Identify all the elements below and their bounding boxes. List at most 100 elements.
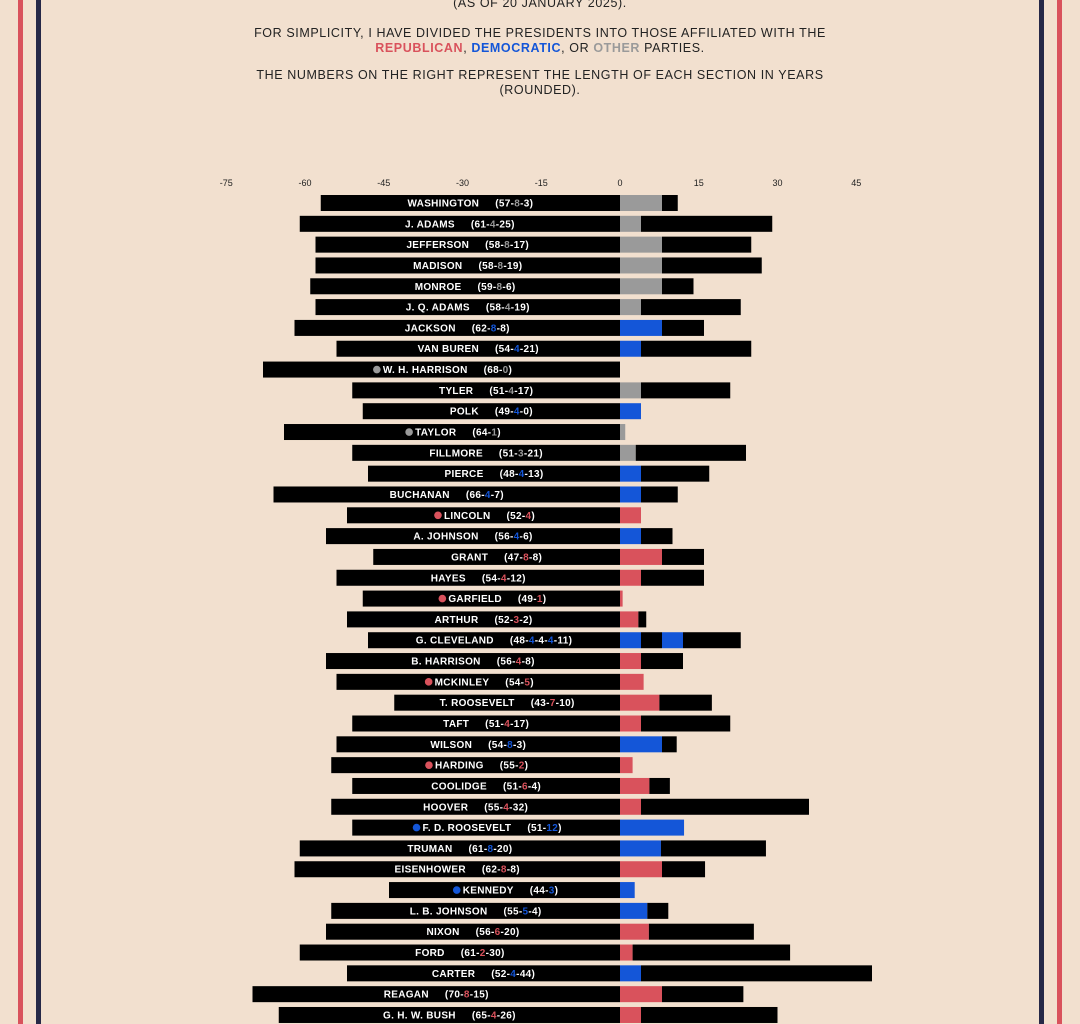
number-value: 6 xyxy=(495,927,501,938)
president-row: WASHINGTON (57-8-3) xyxy=(320,195,678,211)
number-value: 4 xyxy=(519,469,525,480)
numbers-dash: - xyxy=(509,802,513,813)
numbers-dash: - xyxy=(501,240,505,251)
number-value: 59 xyxy=(481,282,493,293)
number-value: 4 xyxy=(532,781,538,792)
numbers-open: ( xyxy=(497,657,501,668)
number-value: 3 xyxy=(517,740,523,751)
term-bar-other xyxy=(620,257,662,274)
numbers-dash: - xyxy=(516,969,520,980)
numbers-open: ( xyxy=(510,636,514,647)
president-name: G. H. W. BUSH xyxy=(383,1010,456,1021)
number-value: 4 xyxy=(538,636,544,647)
number-value: 8 xyxy=(523,552,529,563)
life-before-bar xyxy=(326,653,620,670)
numbers-close: ) xyxy=(539,448,543,459)
numbers-dash: - xyxy=(512,657,516,668)
president-label: KENNEDY (44-3) xyxy=(463,886,559,897)
numbers-open: ( xyxy=(491,969,495,980)
president-row: COOLIDGE (51-6-4) xyxy=(352,777,670,794)
life-after-bar xyxy=(662,548,704,565)
number-value: 56 xyxy=(500,657,512,668)
president-label: A. JOHNSON (56-4-6) xyxy=(413,532,532,543)
term-bar-other xyxy=(620,278,662,295)
number-value: 51 xyxy=(531,823,543,834)
life-before-bar xyxy=(336,736,620,753)
numbers-open: ( xyxy=(485,719,489,730)
number-value: 47 xyxy=(508,552,520,563)
numbers-dash: - xyxy=(511,303,515,314)
number-value: 8 xyxy=(491,323,497,334)
numbers-dash: - xyxy=(520,344,524,355)
president-row: HARDING (55-2) xyxy=(331,757,633,774)
life-before-bar xyxy=(347,507,620,524)
term-bar-democratic xyxy=(620,486,641,503)
axis-tick-label: -45 xyxy=(377,178,390,188)
president-name: B. HARRISON xyxy=(411,657,480,668)
numbers-dash: - xyxy=(525,636,529,647)
numbers-dash: - xyxy=(487,323,491,334)
president-name: JACKSON xyxy=(405,323,456,334)
number-value: 7 xyxy=(494,490,500,501)
numbers-open: ( xyxy=(476,927,480,938)
numbers-close: ) xyxy=(516,865,520,876)
life-after-bar xyxy=(647,902,669,919)
number-value: 20 xyxy=(497,844,509,855)
life-before-bar xyxy=(373,548,620,565)
term-bar-republican xyxy=(620,507,641,524)
term-bar-other xyxy=(620,299,641,316)
number-value: 19 xyxy=(514,303,526,314)
president-label: G. CLEVELAND (48-4-4-4-11) xyxy=(416,636,572,647)
number-value: 58 xyxy=(482,261,494,272)
numbers-close: ) xyxy=(558,823,562,834)
president-row: JACKSON (62-8-8) xyxy=(294,319,704,336)
life-before-bar xyxy=(331,757,620,774)
number-value: 57 xyxy=(499,199,511,210)
president-name: HAYES xyxy=(431,573,466,584)
number-value: 17 xyxy=(514,240,526,251)
number-value: 61 xyxy=(474,219,486,230)
life-before-bar xyxy=(331,902,620,919)
numbers-close: ) xyxy=(522,573,526,584)
numbers-dash: - xyxy=(528,906,532,917)
died-in-office-dot xyxy=(452,886,461,894)
numbers-dash: - xyxy=(528,781,532,792)
president-name: A. JOHNSON xyxy=(413,532,478,543)
numbers-dash: - xyxy=(497,323,501,334)
president-row: HOOVER (55-4-32) xyxy=(331,798,809,815)
number-value: 10 xyxy=(559,698,571,709)
numbers-open: ( xyxy=(530,886,534,897)
numbers-open: ( xyxy=(527,823,531,834)
number-value: 2 xyxy=(523,615,529,626)
axis-tick-label: 0 xyxy=(617,178,622,188)
number-value: 30 xyxy=(489,948,501,959)
numbers-close: ) xyxy=(525,761,529,772)
term-bar-democratic xyxy=(662,632,683,649)
term-bar-republican xyxy=(620,569,641,586)
term-bar-democratic xyxy=(620,319,662,336)
president-name: WILSON xyxy=(430,740,472,751)
numbers-close: ) xyxy=(532,969,536,980)
numbers-close: ) xyxy=(526,303,530,314)
number-value: 62 xyxy=(475,323,487,334)
numbers-open: ( xyxy=(445,990,449,1001)
numbers-close: ) xyxy=(511,219,515,230)
died-in-office-dot xyxy=(424,678,433,686)
numbers-close: ) xyxy=(509,365,513,376)
president-name: TYLER xyxy=(439,386,474,397)
number-value: 17 xyxy=(514,719,526,730)
life-before-bar xyxy=(315,236,620,253)
numbers-open: ( xyxy=(472,428,476,439)
numbers-dash: - xyxy=(501,719,505,730)
life-after-bar xyxy=(662,319,704,336)
president-row: FILLMORE (51-3-21) xyxy=(352,444,746,461)
president-label: NIXON (56-6-20) xyxy=(426,927,519,938)
life-before-bar xyxy=(273,486,620,503)
president-name: JEFFERSON xyxy=(406,240,469,251)
life-before-bar xyxy=(336,340,620,357)
number-value: 54 xyxy=(492,740,504,751)
life-after-bar xyxy=(641,632,662,649)
number-value: 4 xyxy=(548,636,554,647)
numbers-open: ( xyxy=(482,573,486,584)
